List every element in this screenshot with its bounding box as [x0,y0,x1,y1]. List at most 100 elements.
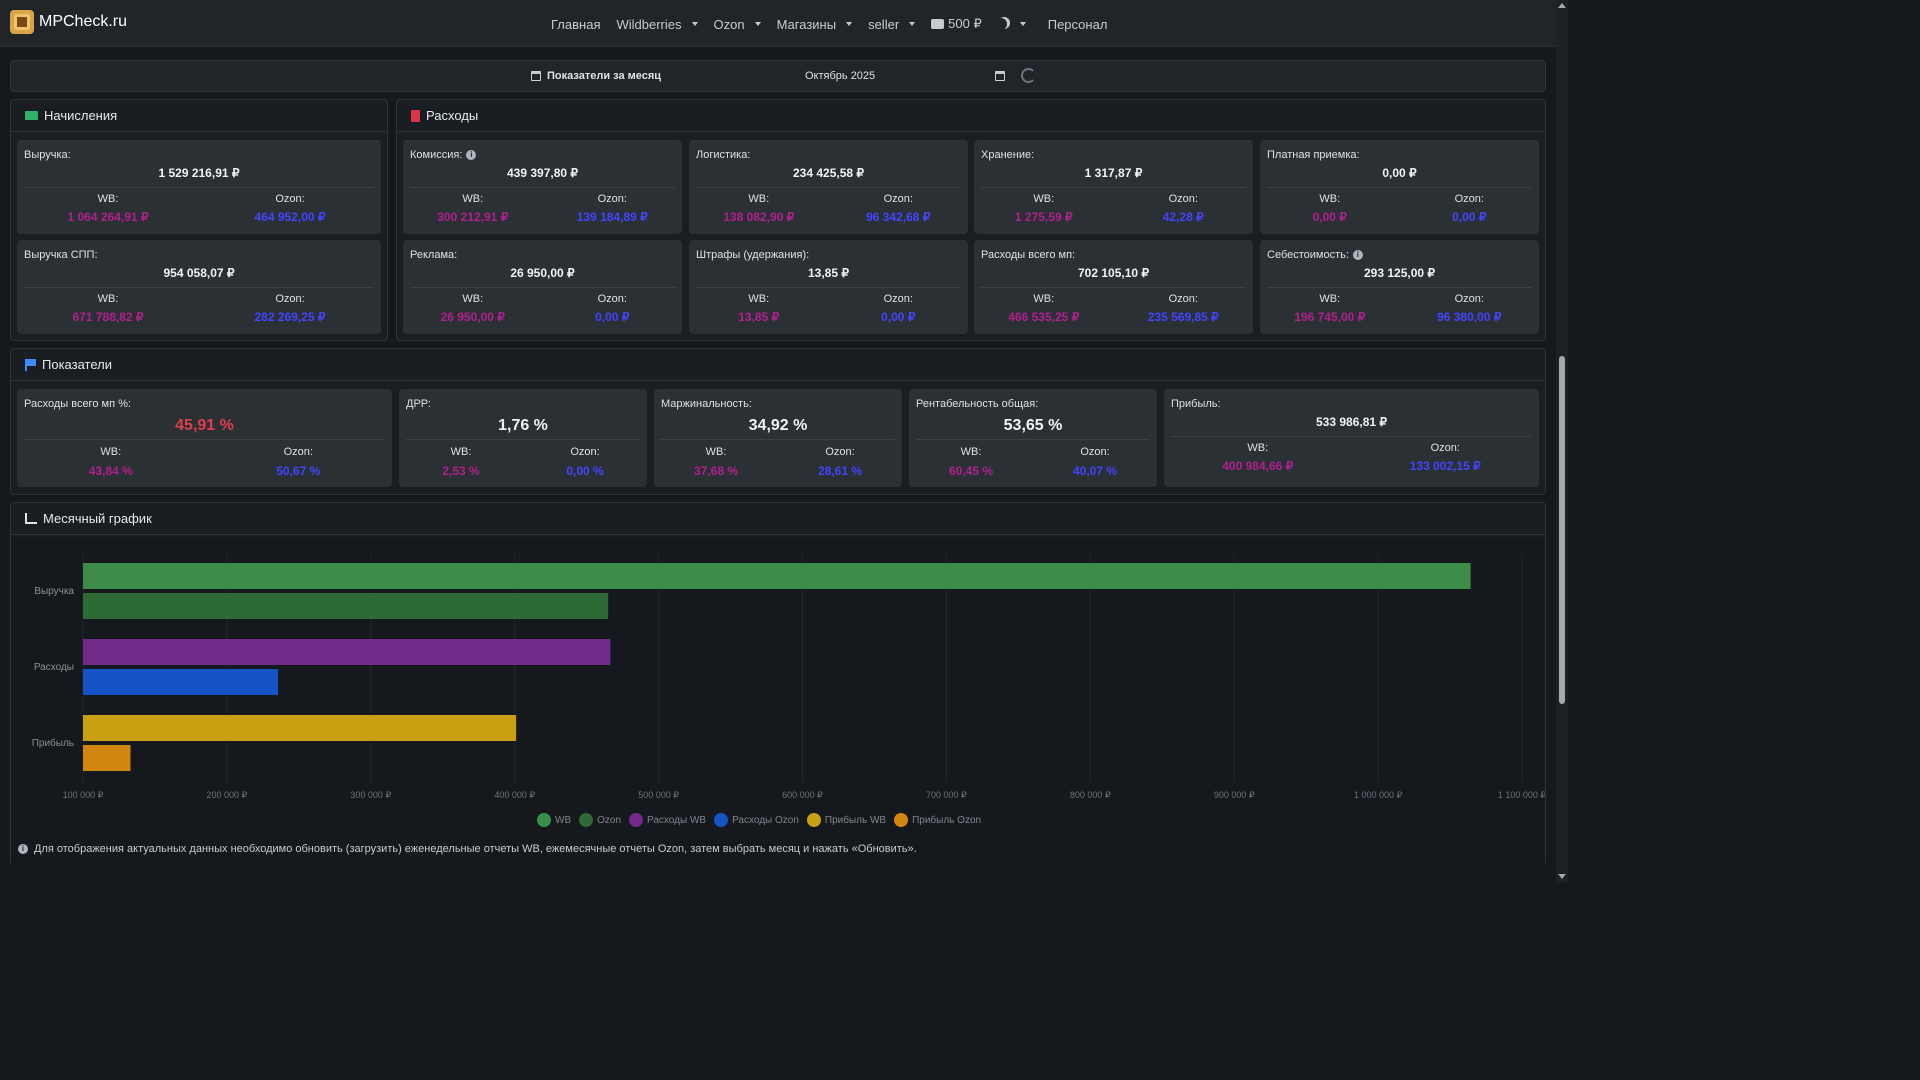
wb-value: 13,85 ₽ [738,310,780,324]
y-category-label: Расходы [34,662,74,673]
x-tick-label: 700 000 ₽ [926,790,967,800]
card-total: 45,91 % [175,417,234,434]
card-penalties: Штрафы (удержания): 13,85 ₽ WB: Ozon: 13… [689,240,968,334]
wb-label: WB: [705,446,727,458]
scroll-up-icon[interactable] [1558,3,1566,8]
nav-seller[interactable]: seller [868,16,915,32]
nav-ozon[interactable]: Ozon [714,16,761,32]
navbar: MPCheck.ru Главная Wildberries Ozon Мага… [0,0,1556,47]
legend-dot-icon [579,813,594,827]
info-icon[interactable]: i [466,150,477,160]
monthly-chart-header: Месячный график [11,503,1545,535]
balance-value: 500 ₽ [948,16,982,31]
legend-item[interactable]: Расходы Ozon [714,813,799,827]
card-total: 702 105,10 ₽ [1077,266,1150,280]
legend-item[interactable]: Расходы WB [629,813,706,827]
bar-прибыль-wb[interactable] [83,715,517,741]
card-label: Прибыль: [1171,398,1221,410]
theme-toggle[interactable] [998,16,1026,32]
nav-home[interactable]: Главная [551,16,601,32]
legend-label: Ozon [597,814,622,826]
card-total: 533 986,81 ₽ [1315,415,1388,429]
scroll-down-icon[interactable] [1558,874,1566,879]
x-tick-label: 300 000 ₽ [350,790,391,800]
main-nav: Главная Wildberries Ozon Магазины seller… [551,16,1107,32]
nav-wildberries[interactable]: Wildberries [616,16,697,32]
wb-value: 1 275,59 ₽ [1014,210,1073,224]
calendar-icon [531,71,541,81]
card-divider [1171,436,1532,437]
card-label: Выручка СПП: [24,249,98,261]
monthly-bar-chart: 100 000 ₽ 200 000 ₽ 300 000 ₽ 400 000 ₽ 500 … [32,555,1546,800]
wb-label: WB: [1319,193,1341,205]
expenses-title: Расходы [426,108,479,123]
wb-value: 37,68 % [693,464,739,478]
scroll-thumb[interactable] [1559,356,1565,704]
legend-item[interactable]: Прибыль WB [806,813,887,827]
wb-value: 43,84 % [88,464,133,478]
legend-label: WB [555,814,572,826]
legend-dot-icon [537,813,551,827]
month-picker[interactable]: Октябрь 2025 [805,70,876,82]
period-label: Показатели за месяц [531,70,661,82]
wb-value: 0,00 ₽ [1312,210,1347,224]
bar-chart-icon [25,513,37,524]
card-total: 439 397,80 ₽ [506,166,579,180]
nav-stores[interactable]: Магазины [777,16,853,32]
ozon-label: Ozon: [275,193,305,205]
card-divider [24,287,374,288]
x-tick-label: 1 100 000 ₽ [1498,790,1545,800]
ozon-value: 0,00 ₽ [881,310,916,324]
bar-wb[interactable] [83,563,1471,589]
bar-расходы-wb[interactable] [83,639,611,665]
card-label-text: Себестоимость: [1267,249,1349,261]
ozon-label: Ozon: [1168,193,1198,205]
info-icon[interactable]: i [1352,250,1363,260]
card-divider [981,187,1246,188]
nav-personal[interactable]: Персонал [1047,16,1108,32]
card-total: 53,65 % [1003,417,1063,434]
card-divider [1267,187,1532,188]
card-divider [1267,287,1532,288]
wb-label: WB: [960,446,982,458]
ozon-label: Ozon: [1080,446,1110,458]
ozon-label: Ozon: [597,293,627,305]
month-picker-calendar-icon[interactable] [995,71,1005,81]
ozon-label: Ozon: [1168,293,1198,305]
legend-label: Прибыль WB [824,814,887,826]
chart-area: 100 000 ₽ 200 000 ₽ 300 000 ₽ 400 000 ₽ 500 … [11,537,1546,867]
brand-link[interactable]: MPCheck.ru [10,10,127,34]
refresh-icon[interactable] [1021,68,1036,83]
card-label: Штрафы (удержания): [696,249,810,261]
page-scrollbar[interactable] [1556,0,1568,882]
card-label-text: Комиссия: [410,149,463,161]
card-advertising: Реклама: 26 950,00 ₽ WB: Ozon: 26 950,00… [403,240,682,334]
card-logistics: Логистика: 234 425,58 ₽ WB: Ozon: 138 08… [689,140,968,234]
wb-label: WB: [462,193,484,205]
wb-label: WB: [748,193,770,205]
accruals-title: Начисления [44,108,118,123]
card-divider [24,439,385,440]
card-divider [916,439,1150,440]
wb-label: WB: [748,293,770,305]
wb-value: 671 788,82 ₽ [72,310,144,324]
wb-label: WB: [1033,193,1055,205]
card-divider [406,439,640,440]
nav-balance[interactable]: 500 ₽ [931,16,982,32]
kpi-total-mp-expenses-pct: Расходы всего мп %: 45,91 % WB: Ozon: 43… [17,389,392,487]
money-icon [25,111,38,120]
card-divider [24,187,374,188]
wb-label: WB: [1247,442,1269,454]
bar-ozon[interactable] [83,593,609,619]
bar-расходы-ozon[interactable] [83,669,279,695]
bar-прибыль-ozon[interactable] [83,745,131,771]
x-tick-label: 1 000 000 ₽ [1354,790,1403,800]
card-total: 234 425,58 ₽ [792,166,865,180]
card-cost-price: Себестоимость: i 293 125,00 ₽ WB: Ozon: 1… [1260,240,1539,334]
wb-value: 300 212,91 ₽ [437,210,509,224]
legend-item[interactable]: Ozon [579,813,621,827]
wb-label: WB: [450,446,472,458]
legend-item[interactable]: WB [537,813,571,827]
legend-item[interactable]: Прибыль Ozon [894,813,981,827]
card-label: Маржинальность: [661,398,752,410]
